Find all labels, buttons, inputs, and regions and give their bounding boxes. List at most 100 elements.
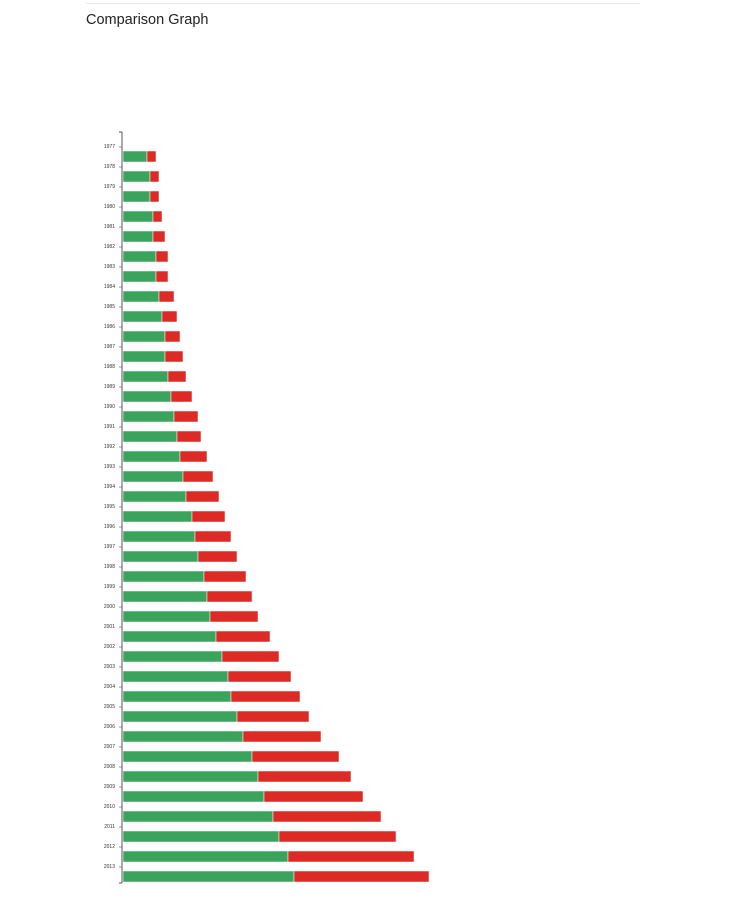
y-tick-label: 1982 xyxy=(104,244,115,250)
y-tick-label: 1989 xyxy=(104,384,115,390)
y-tick-label: 1983 xyxy=(104,264,115,270)
y-tick-label: 1996 xyxy=(104,524,115,530)
y-tick-label: 2009 xyxy=(104,784,115,790)
y-tick-label: 1999 xyxy=(104,584,115,590)
y-tick-label: 1981 xyxy=(104,224,115,230)
bar-segment-green xyxy=(122,310,163,323)
bar-segment-red xyxy=(293,870,430,883)
y-tick-label: 1997 xyxy=(104,544,115,550)
y-tick-label: 1994 xyxy=(104,484,115,490)
bar-segment-green xyxy=(122,530,196,543)
bar-segment-red xyxy=(149,190,160,203)
bar-segment-red xyxy=(164,330,181,343)
bar-segment-red xyxy=(146,150,157,163)
bar-segment-red xyxy=(149,170,160,183)
y-tick-label: 1991 xyxy=(104,424,115,430)
y-tick-label: 2013 xyxy=(104,864,115,870)
bar-segment-red xyxy=(155,270,169,283)
y-tick-label: 1986 xyxy=(104,324,115,330)
bar-segment-red xyxy=(287,850,415,863)
y-tick-label: 2011 xyxy=(104,824,115,830)
bar-segment-red xyxy=(278,830,397,843)
y-tick-label: 1995 xyxy=(104,504,115,510)
bar-segment-green xyxy=(122,590,208,603)
bar-segment-green xyxy=(122,490,187,503)
bar-segment-green xyxy=(122,730,244,743)
bar-segment-green xyxy=(122,430,178,443)
y-tick-label: 1987 xyxy=(104,344,115,350)
y-tick-label: 1992 xyxy=(104,444,115,450)
bar-segment-green xyxy=(122,190,151,203)
bar-segment-green xyxy=(122,390,172,403)
y-tick-label: 1988 xyxy=(104,364,115,370)
bar-segment-red xyxy=(209,610,259,623)
bar-segment-green xyxy=(122,410,175,423)
bar-segment-red xyxy=(173,410,199,423)
bar-segment-red xyxy=(203,570,247,583)
y-tick-label: 1980 xyxy=(104,204,115,210)
bar-segment-green xyxy=(122,550,199,563)
bar-segment-green xyxy=(122,150,148,163)
bar-segment-red xyxy=(227,670,292,683)
bar-segment-green xyxy=(122,250,157,263)
y-tick-label: 1985 xyxy=(104,304,115,310)
bar-segment-red xyxy=(194,530,232,543)
bar-segment-red xyxy=(236,710,310,723)
bar-segment-green xyxy=(122,650,223,663)
y-tick-label: 1977 xyxy=(104,144,115,150)
bar-segment-red xyxy=(170,390,193,403)
bar-segment-green xyxy=(122,830,280,843)
bar-segment-green xyxy=(122,350,166,363)
bar-segment-green xyxy=(122,170,151,183)
top-divider xyxy=(86,3,640,4)
y-tick-label: 2003 xyxy=(104,664,115,670)
bar-segment-green xyxy=(122,810,274,823)
bar-segment-red xyxy=(176,430,202,443)
bar-segment-red xyxy=(191,510,226,523)
bar-segment-red xyxy=(185,490,220,503)
bar-segment-green xyxy=(122,570,205,583)
y-tick-label: 2000 xyxy=(104,604,115,610)
bar-segment-green xyxy=(122,290,160,303)
y-tick-label: 1984 xyxy=(104,284,115,290)
bar-segment-green xyxy=(122,750,253,763)
bar-segment-green xyxy=(122,510,193,523)
y-tick-label: 1998 xyxy=(104,564,115,570)
y-tick-label: 1979 xyxy=(104,184,115,190)
bar-segment-green xyxy=(122,230,154,243)
y-tick-label: 2002 xyxy=(104,644,115,650)
chart-axis xyxy=(119,131,123,884)
y-tick-label: 2012 xyxy=(104,844,115,850)
bar-segment-red xyxy=(221,650,280,663)
y-tick-label: 2008 xyxy=(104,764,115,770)
chart-bars xyxy=(122,150,430,883)
bar-segment-green xyxy=(122,870,295,883)
bar-segment-green xyxy=(122,450,181,463)
y-tick-label: 2004 xyxy=(104,684,115,690)
y-tick-label: 2005 xyxy=(104,704,115,710)
bar-segment-red xyxy=(263,790,364,803)
y-tick-label: 1990 xyxy=(104,404,115,410)
bar-segment-green xyxy=(122,210,154,223)
bar-segment-red xyxy=(215,630,271,643)
bar-segment-green xyxy=(122,370,169,383)
y-tick-label: 2007 xyxy=(104,744,115,750)
y-tick-label: 1993 xyxy=(104,464,115,470)
bar-segment-green xyxy=(122,770,259,783)
bar-segment-red xyxy=(167,370,187,383)
y-tick-label: 1978 xyxy=(104,164,115,170)
bar-segment-red xyxy=(179,450,208,463)
bar-segment-green xyxy=(122,690,232,703)
y-tick-label: 2006 xyxy=(104,724,115,730)
bar-segment-red xyxy=(257,770,352,783)
bar-segment-red xyxy=(272,810,382,823)
bar-segment-red xyxy=(230,690,301,703)
bar-segment-green xyxy=(122,610,211,623)
bar-segment-red xyxy=(251,750,340,763)
bar-segment-red xyxy=(155,250,169,263)
bar-segment-green xyxy=(122,790,265,803)
bar-segment-green xyxy=(122,670,229,683)
bar-segment-green xyxy=(122,710,238,723)
bar-segment-red xyxy=(158,290,175,303)
